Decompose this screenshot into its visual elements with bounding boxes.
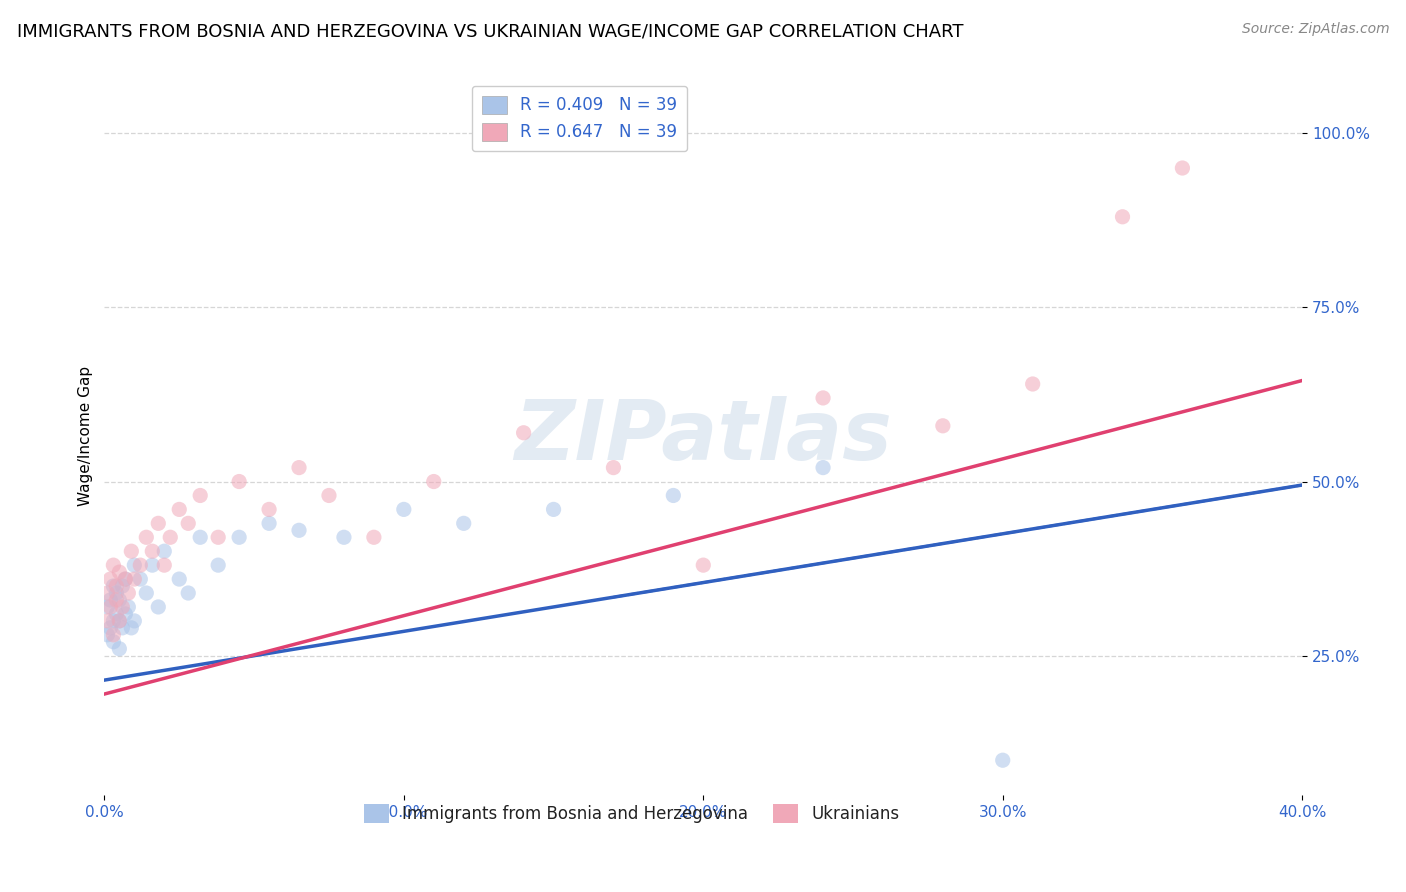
Point	[333, 530, 356, 544]
Point	[692, 558, 714, 573]
Legend: Immigrants from Bosnia and Herzegovina, Ukrainians: Immigrants from Bosnia and Herzegovina, …	[357, 797, 905, 830]
Point	[117, 586, 139, 600]
Point	[129, 572, 152, 586]
Point	[177, 586, 200, 600]
Point	[111, 599, 134, 614]
Point	[288, 460, 311, 475]
Point	[124, 572, 146, 586]
Point	[111, 621, 134, 635]
Point	[991, 753, 1014, 767]
Point	[318, 488, 340, 502]
Y-axis label: Wage/Income Gap: Wage/Income Gap	[79, 367, 93, 507]
Point	[114, 607, 136, 621]
Point	[207, 530, 229, 544]
Point	[512, 425, 534, 440]
Point	[148, 516, 170, 531]
Point	[188, 488, 211, 502]
Point	[228, 530, 250, 544]
Point	[103, 579, 125, 593]
Point	[288, 524, 311, 538]
Point	[135, 530, 157, 544]
Point	[602, 460, 624, 475]
Point	[120, 621, 142, 635]
Point	[141, 558, 163, 573]
Point	[228, 475, 250, 489]
Text: Source: ZipAtlas.com: Source: ZipAtlas.com	[1241, 22, 1389, 37]
Point	[135, 586, 157, 600]
Point	[141, 544, 163, 558]
Point	[103, 614, 125, 628]
Point	[98, 621, 121, 635]
Point	[114, 572, 136, 586]
Text: ZIPatlas: ZIPatlas	[515, 396, 893, 476]
Point	[108, 614, 131, 628]
Point	[207, 558, 229, 573]
Point	[108, 593, 131, 607]
Point	[96, 586, 118, 600]
Point	[392, 502, 415, 516]
Point	[1171, 161, 1194, 175]
Point	[167, 572, 190, 586]
Point	[108, 614, 131, 628]
Point	[1021, 376, 1043, 391]
Point	[114, 572, 136, 586]
Point	[811, 460, 834, 475]
Point	[363, 530, 385, 544]
Point	[153, 558, 176, 573]
Point	[148, 599, 170, 614]
Point	[423, 475, 446, 489]
Point	[129, 558, 152, 573]
Point	[124, 558, 146, 573]
Point	[96, 599, 118, 614]
Point	[159, 530, 181, 544]
Point	[103, 628, 125, 642]
Point	[177, 516, 200, 531]
Point	[96, 628, 118, 642]
Point	[96, 614, 118, 628]
Point	[811, 391, 834, 405]
Point	[108, 565, 131, 579]
Point	[105, 579, 128, 593]
Point	[98, 593, 121, 607]
Point	[108, 641, 131, 656]
Point	[257, 502, 280, 516]
Point	[111, 579, 134, 593]
Point	[103, 558, 125, 573]
Text: IMMIGRANTS FROM BOSNIA AND HERZEGOVINA VS UKRAINIAN WAGE/INCOME GAP CORRELATION : IMMIGRANTS FROM BOSNIA AND HERZEGOVINA V…	[17, 22, 963, 40]
Point	[167, 502, 190, 516]
Point	[124, 614, 146, 628]
Point	[153, 544, 176, 558]
Point	[188, 530, 211, 544]
Point	[543, 502, 565, 516]
Point	[120, 544, 142, 558]
Point	[103, 634, 125, 648]
Point	[1111, 210, 1133, 224]
Point	[662, 488, 685, 502]
Point	[105, 593, 128, 607]
Point	[105, 607, 128, 621]
Point	[932, 418, 955, 433]
Point	[98, 572, 121, 586]
Point	[117, 599, 139, 614]
Point	[453, 516, 475, 531]
Point	[98, 599, 121, 614]
Point	[257, 516, 280, 531]
Point	[105, 586, 128, 600]
